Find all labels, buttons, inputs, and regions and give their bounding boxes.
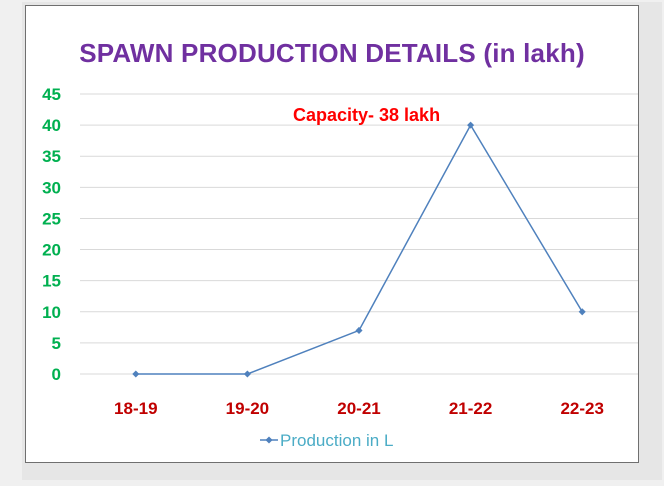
y-tick-label: 25 (42, 209, 61, 228)
data-point (467, 121, 475, 129)
legend: Production in L (260, 431, 393, 450)
y-tick-label: 30 (42, 178, 61, 197)
series-layer (132, 121, 586, 378)
x-tick-label: 18-19 (114, 399, 157, 418)
data-point (578, 308, 586, 316)
y-tick-label: 0 (52, 365, 61, 384)
chart-frame (25, 5, 639, 463)
capacity-annotation: Capacity- 38 lakh (293, 105, 440, 125)
data-point (355, 326, 363, 334)
x-tick-label: 21-22 (449, 399, 492, 418)
y-tick-label: 45 (42, 85, 61, 104)
data-point (132, 370, 140, 378)
data-point (243, 370, 251, 378)
y-tick-label: 5 (52, 334, 61, 353)
y-tick-label: 35 (42, 147, 61, 166)
y-tick-label: 40 (42, 116, 61, 135)
y-axis-ticks: 0 5 10 15 20 25 30 35 40 45 (42, 85, 61, 384)
x-tick-label: 19-20 (226, 399, 269, 418)
gridlines (80, 93, 638, 375)
x-axis-ticks: 18-19 19-20 20-21 21-22 22-23 (114, 399, 604, 418)
legend-label: Production in L (280, 431, 393, 450)
x-tick-label: 20-21 (337, 399, 380, 418)
y-tick-label: 15 (42, 272, 61, 291)
y-tick-label: 20 (42, 241, 61, 260)
chart-title: SPAWN PRODUCTION DETAILS (in lakh) (79, 38, 585, 68)
y-tick-label: 10 (42, 303, 61, 322)
legend-point-marker (265, 436, 273, 444)
x-tick-label: 22-23 (560, 399, 603, 418)
